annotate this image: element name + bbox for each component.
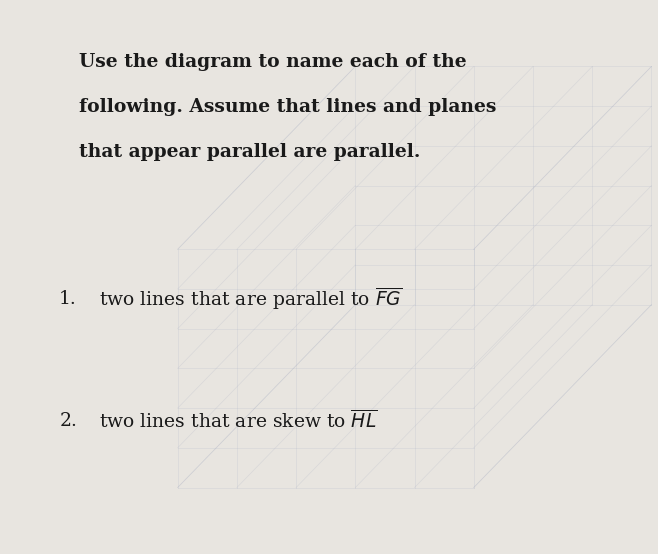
Text: that appear parallel are parallel.: that appear parallel are parallel.	[79, 143, 420, 161]
Text: 1.: 1.	[59, 290, 77, 308]
Text: Use the diagram to name each of the: Use the diagram to name each of the	[79, 53, 467, 70]
Text: two lines that are parallel to $\overline{\mathit{FG}}$: two lines that are parallel to $\overlin…	[99, 286, 402, 312]
Text: two lines that are skew to $\overline{\mathit{HL}}$: two lines that are skew to $\overline{\m…	[99, 410, 377, 432]
Text: following. Assume that lines and planes: following. Assume that lines and planes	[79, 98, 496, 116]
Text: 2.: 2.	[59, 412, 77, 430]
